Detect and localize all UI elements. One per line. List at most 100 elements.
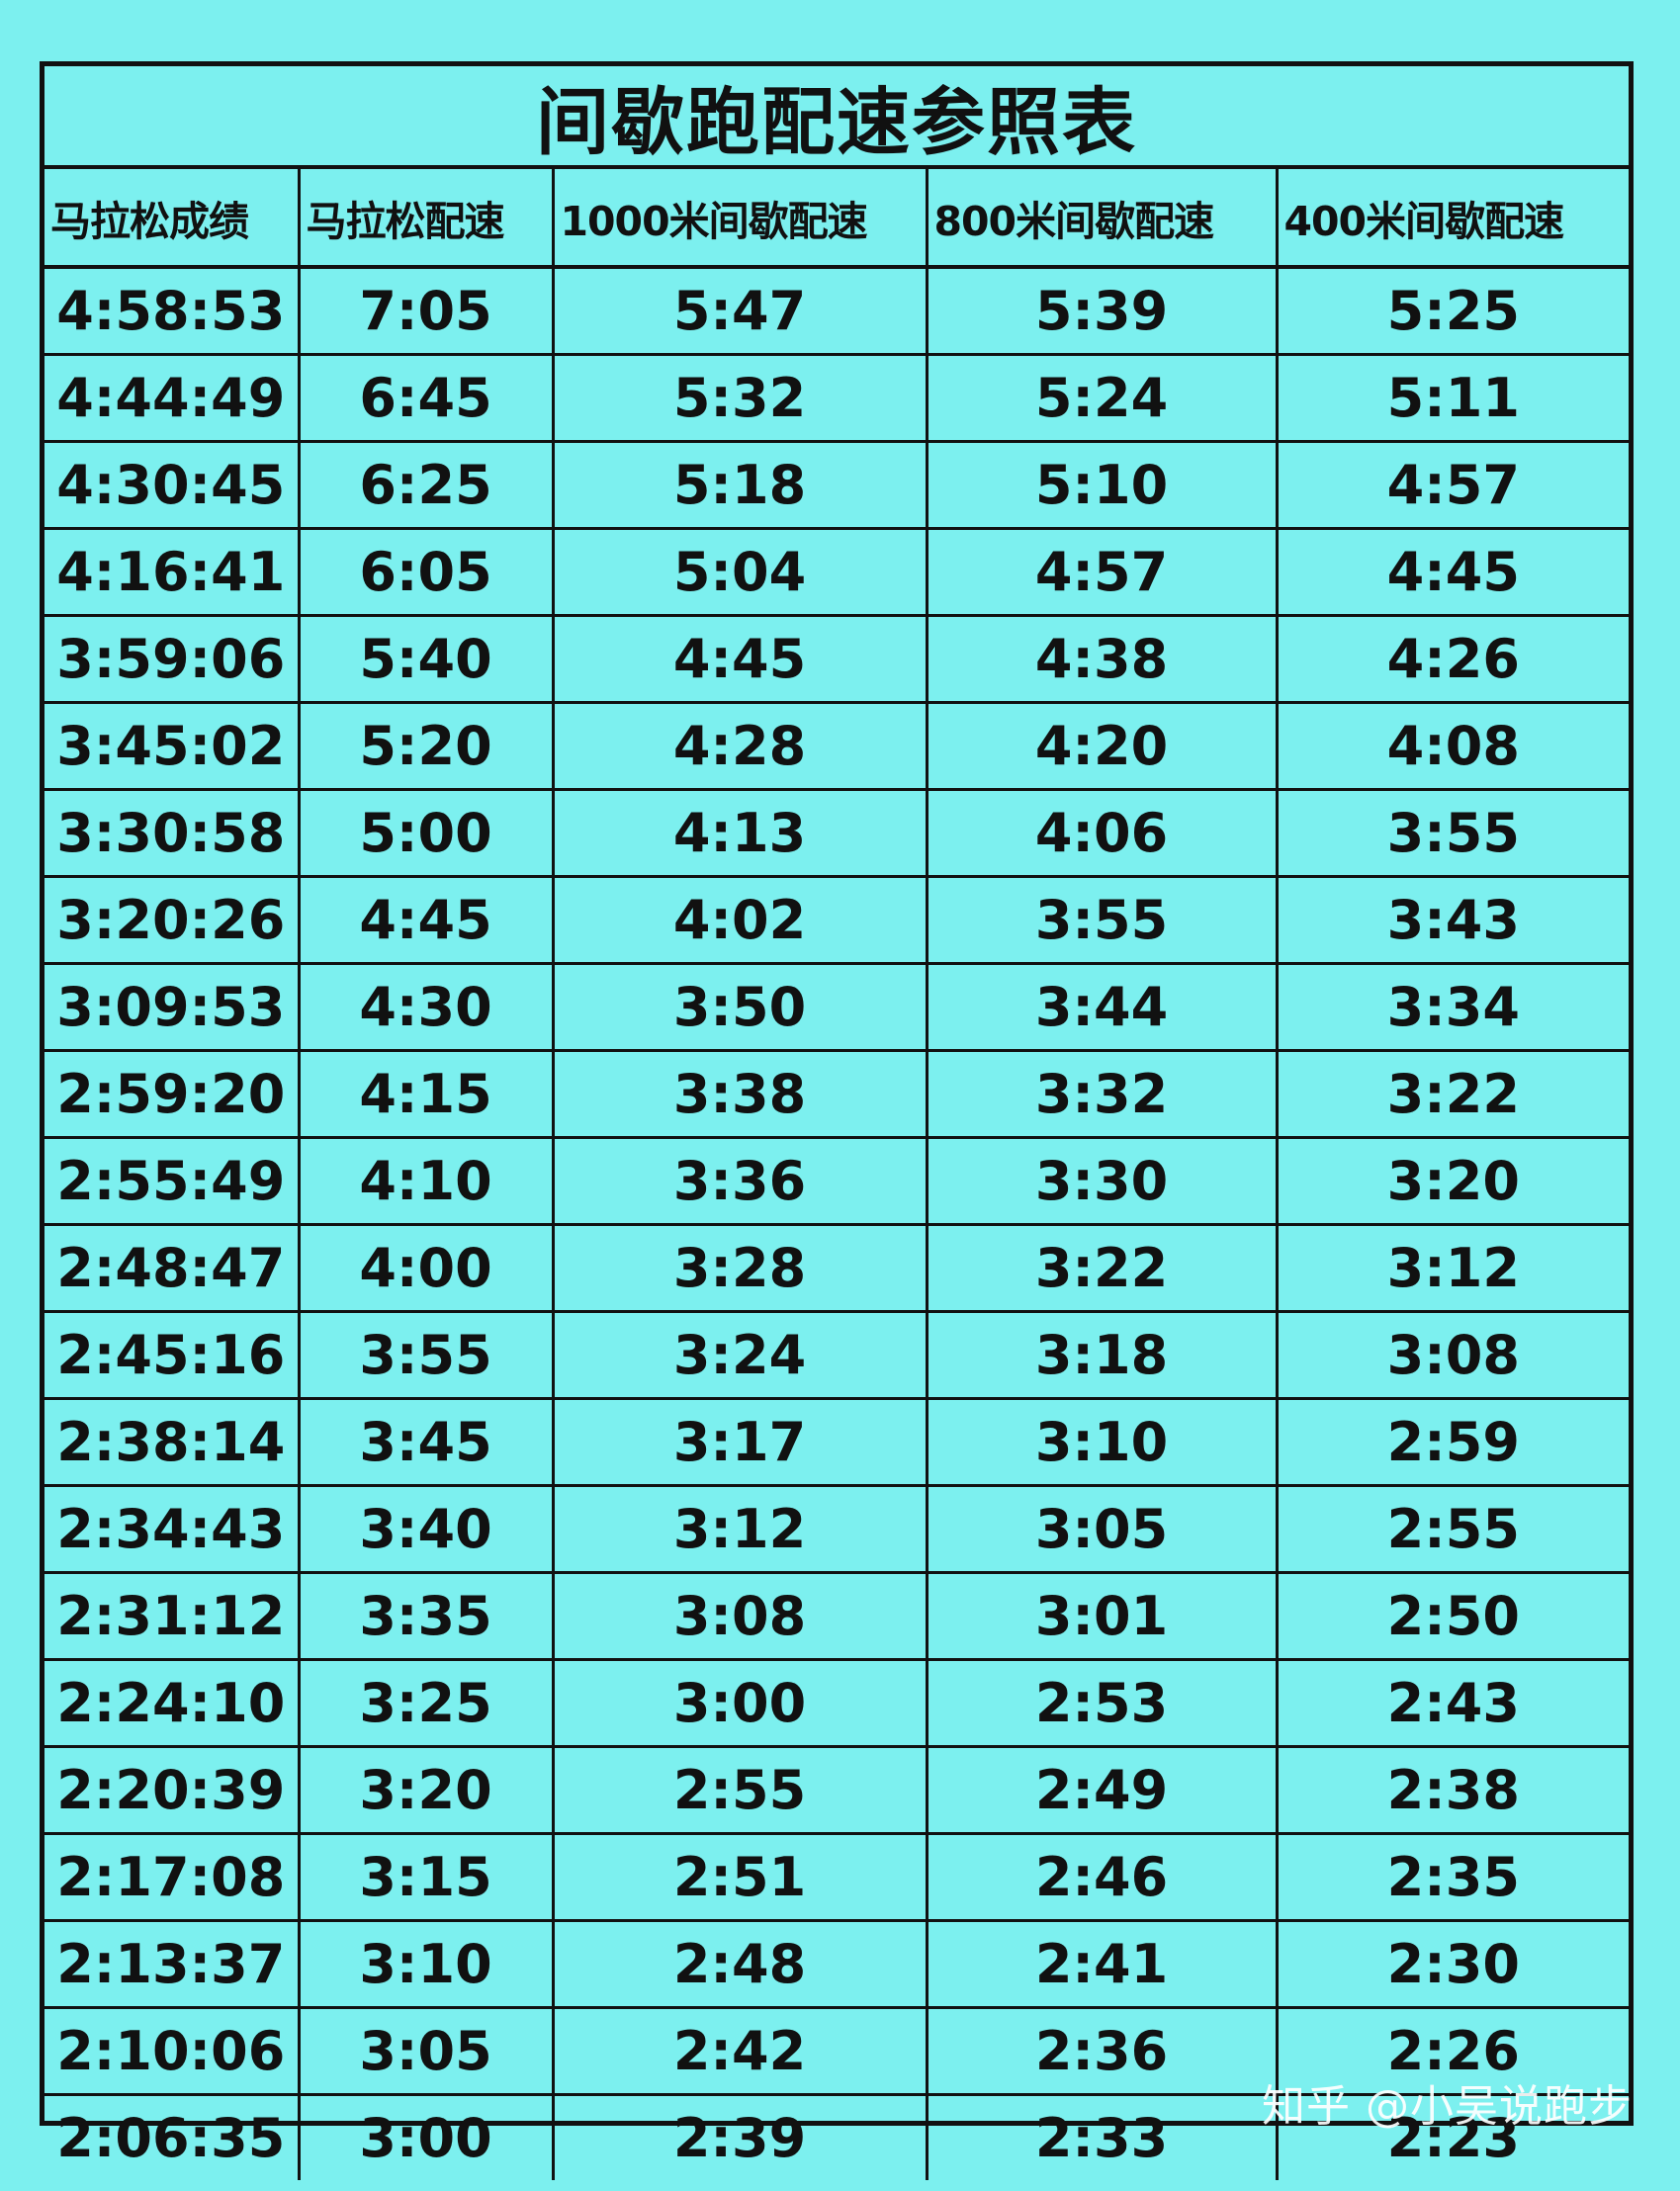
pace-1000m-cell: 2:48 <box>553 1920 928 2009</box>
column-header-1000m-pace: 1000米间歇配速 <box>553 169 928 269</box>
pace-800m-cell: 2:53 <box>927 1659 1279 1748</box>
pace-800m-cell: 3:05 <box>927 1485 1279 1574</box>
column-header-400m-pace: 400米间歇配速 <box>1277 169 1629 269</box>
marathon-pace-cell: 3:35 <box>299 1572 555 1661</box>
marathon-result-cell: 2:17:08 <box>44 1833 301 1922</box>
marathon-pace-cell: 5:00 <box>299 789 555 878</box>
pace-800m-cell: 5:24 <box>927 354 1279 443</box>
pace-800m-cell: 2:36 <box>927 2007 1279 2096</box>
pace-1000m-cell: 2:51 <box>553 1833 928 1922</box>
table-row: 3:09:53 4:30 3:50 3:44 3:34 <box>44 963 1629 1052</box>
pace-800m-cell: 3:18 <box>927 1311 1279 1400</box>
column-header-marathon-result: 马拉松成绩 <box>44 169 301 269</box>
table-row: 2:31:12 3:35 3:08 3:01 2:50 <box>44 1572 1629 1661</box>
marathon-result-cell: 2:45:16 <box>44 1311 301 1400</box>
header-row: 马拉松成绩 马拉松配速 1000米间歇配速 800米间歇配速 400米间歇配速 <box>44 169 1629 269</box>
table-row: 2:48:47 4:00 3:28 3:22 3:12 <box>44 1224 1629 1313</box>
table-title: 间歇跑配速参照表 <box>44 66 1629 169</box>
marathon-result-cell: 2:24:10 <box>44 1659 301 1748</box>
pace-1000m-cell: 4:45 <box>553 615 928 704</box>
pace-400m-cell: 5:11 <box>1277 354 1629 443</box>
table-row: 2:17:08 3:15 2:51 2:46 2:35 <box>44 1833 1629 1922</box>
pace-400m-cell: 3:08 <box>1277 1311 1629 1400</box>
pace-1000m-cell: 3:36 <box>553 1137 928 1226</box>
marathon-pace-cell: 4:10 <box>299 1137 555 1226</box>
column-header-800m-pace: 800米间歇配速 <box>927 169 1279 269</box>
table-row: 2:20:39 3:20 2:55 2:49 2:38 <box>44 1746 1629 1835</box>
pace-1000m-cell: 3:28 <box>553 1224 928 1313</box>
table-row: 2:45:16 3:55 3:24 3:18 3:08 <box>44 1311 1629 1400</box>
table-row: 4:16:41 6:05 5:04 4:57 4:45 <box>44 528 1629 617</box>
pace-800m-cell: 2:33 <box>927 2094 1279 2180</box>
table-row: 4:30:45 6:25 5:18 5:10 4:57 <box>44 441 1629 530</box>
marathon-result-cell: 3:30:58 <box>44 789 301 878</box>
marathon-result-cell: 2:38:14 <box>44 1398 301 1487</box>
pace-800m-cell: 5:39 <box>927 267 1279 356</box>
pace-800m-cell: 3:22 <box>927 1224 1279 1313</box>
table-row: 2:06:35 3:00 2:39 2:33 2:23 <box>44 2094 1629 2180</box>
pace-400m-cell: 5:25 <box>1277 267 1629 356</box>
pace-400m-cell: 2:35 <box>1277 1833 1629 1922</box>
marathon-pace-cell: 5:40 <box>299 615 555 704</box>
pace-1000m-cell: 5:32 <box>553 354 928 443</box>
marathon-pace-cell: 3:10 <box>299 1920 555 2009</box>
marathon-pace-cell: 3:00 <box>299 2094 555 2180</box>
pace-400m-cell: 2:26 <box>1277 2007 1629 2096</box>
pace-400m-cell: 4:45 <box>1277 528 1629 617</box>
pace-800m-cell: 3:01 <box>927 1572 1279 1661</box>
marathon-pace-cell: 4:30 <box>299 963 555 1052</box>
marathon-pace-cell: 6:05 <box>299 528 555 617</box>
pace-400m-cell: 2:59 <box>1277 1398 1629 1487</box>
pace-800m-cell: 3:55 <box>927 876 1279 965</box>
table-row: 4:58:53 7:05 5:47 5:39 5:25 <box>44 267 1629 356</box>
marathon-result-cell: 2:10:06 <box>44 2007 301 2096</box>
pace-800m-cell: 4:20 <box>927 702 1279 791</box>
pace-400m-cell: 4:57 <box>1277 441 1629 530</box>
pace-1000m-cell: 3:17 <box>553 1398 928 1487</box>
pace-800m-cell: 2:41 <box>927 1920 1279 2009</box>
pace-400m-cell: 3:12 <box>1277 1224 1629 1313</box>
pace-1000m-cell: 3:00 <box>553 1659 928 1748</box>
table-row: 2:10:06 3:05 2:42 2:36 2:26 <box>44 2007 1629 2096</box>
table-row: 2:34:43 3:40 3:12 3:05 2:55 <box>44 1485 1629 1574</box>
pace-400m-cell: 2:30 <box>1277 1920 1629 2009</box>
marathon-result-cell: 2:34:43 <box>44 1485 301 1574</box>
marathon-pace-cell: 4:15 <box>299 1050 555 1139</box>
marathon-result-cell: 2:31:12 <box>44 1572 301 1661</box>
pace-400m-cell: 3:22 <box>1277 1050 1629 1139</box>
marathon-result-cell: 2:55:49 <box>44 1137 301 1226</box>
marathon-result-cell: 2:06:35 <box>44 2094 301 2180</box>
pace-1000m-cell: 3:12 <box>553 1485 928 1574</box>
pace-1000m-cell: 3:24 <box>553 1311 928 1400</box>
marathon-pace-cell: 3:05 <box>299 2007 555 2096</box>
pace-400m-cell: 3:20 <box>1277 1137 1629 1226</box>
marathon-result-cell: 2:48:47 <box>44 1224 301 1313</box>
column-header-marathon-pace: 马拉松配速 <box>299 169 555 269</box>
marathon-result-cell: 2:20:39 <box>44 1746 301 1835</box>
table-row: 3:59:06 5:40 4:45 4:38 4:26 <box>44 615 1629 704</box>
pace-table: 马拉松成绩 马拉松配速 1000米间歇配速 800米间歇配速 400米间歇配速 … <box>44 169 1629 2180</box>
marathon-pace-cell: 3:25 <box>299 1659 555 1748</box>
table-row: 2:24:10 3:25 3:00 2:53 2:43 <box>44 1659 1629 1748</box>
table-row: 2:55:49 4:10 3:36 3:30 3:20 <box>44 1137 1629 1226</box>
pace-1000m-cell: 5:18 <box>553 441 928 530</box>
pace-1000m-cell: 4:28 <box>553 702 928 791</box>
marathon-result-cell: 2:13:37 <box>44 1920 301 2009</box>
table-row: 2:13:37 3:10 2:48 2:41 2:30 <box>44 1920 1629 2009</box>
table-row: 4:44:49 6:45 5:32 5:24 5:11 <box>44 354 1629 443</box>
table-body: 4:58:53 7:05 5:47 5:39 5:25 4:44:49 6:45 5:32 5:… <box>44 267 1629 2180</box>
marathon-result-cell: 4:16:41 <box>44 528 301 617</box>
table-row: 3:30:58 5:00 4:13 4:06 3:55 <box>44 789 1629 878</box>
marathon-pace-cell: 3:40 <box>299 1485 555 1574</box>
pace-reference-sheet: 间歇跑配速参照表 马拉松成绩 马拉松配速 1000米间歇配速 800米间歇配速 … <box>40 61 1634 2180</box>
marathon-pace-cell: 7:05 <box>299 267 555 356</box>
marathon-result-cell: 3:45:02 <box>44 702 301 791</box>
table-row: 2:59:20 4:15 3:38 3:32 3:22 <box>44 1050 1629 1139</box>
watermark: 知乎 @小吴说跑步 <box>1262 2081 1633 2132</box>
marathon-result-cell: 3:09:53 <box>44 963 301 1052</box>
pace-800m-cell: 5:10 <box>927 441 1279 530</box>
pace-400m-cell: 2:55 <box>1277 1485 1629 1574</box>
pace-1000m-cell: 3:08 <box>553 1572 928 1661</box>
table-row: 2:38:14 3:45 3:17 3:10 2:59 <box>44 1398 1629 1487</box>
marathon-pace-cell: 3:20 <box>299 1746 555 1835</box>
